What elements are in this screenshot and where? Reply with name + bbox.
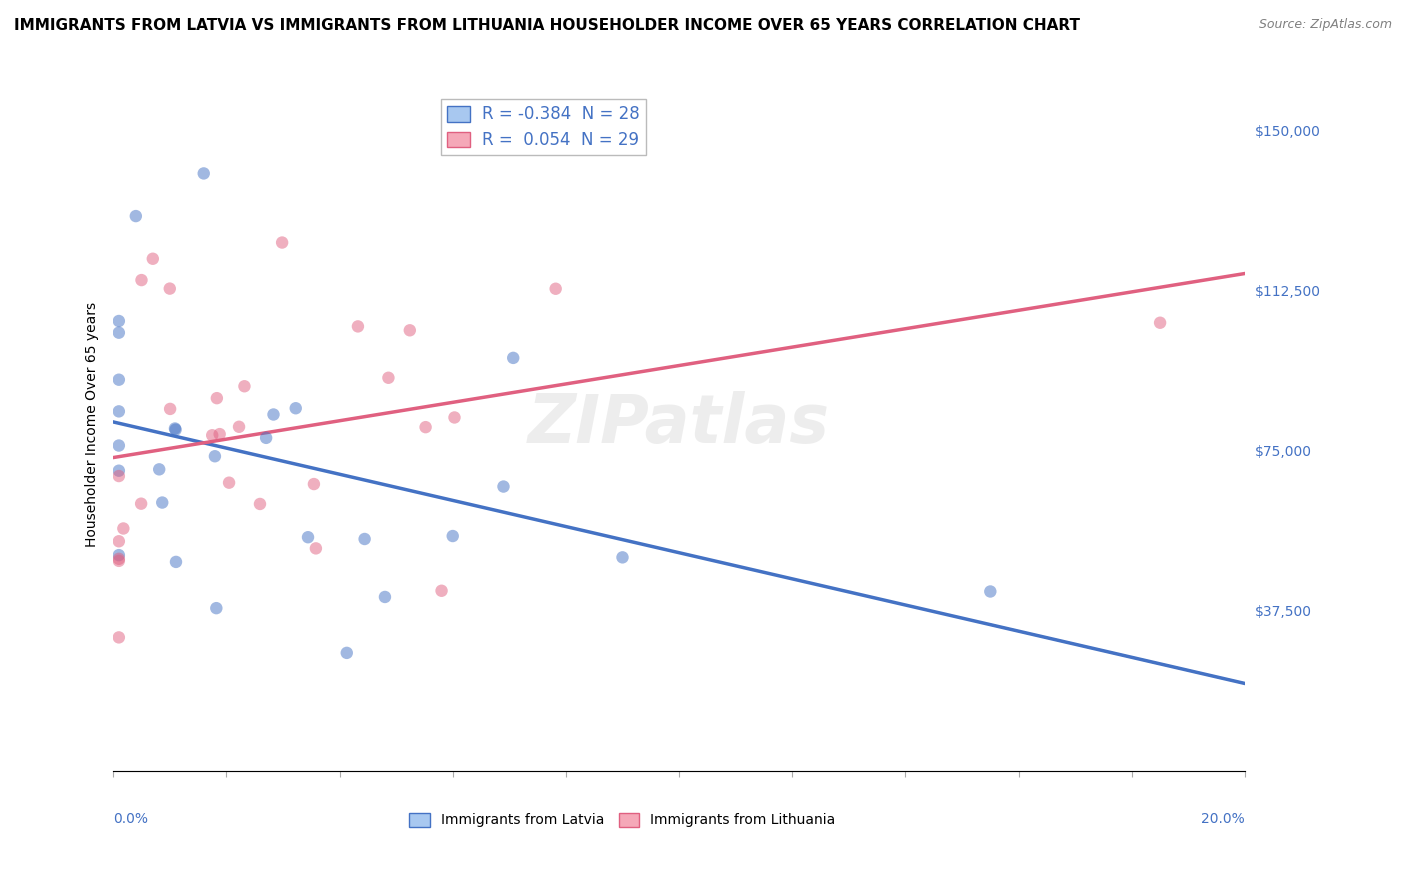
Point — [254, 431, 277, 445]
Point — [1149, 316, 1171, 330]
Point — [108, 373, 131, 387]
Text: 20.0%: 20.0% — [1201, 813, 1244, 826]
Point — [193, 166, 215, 180]
Point — [108, 326, 131, 340]
Point — [159, 401, 181, 416]
Point — [165, 555, 187, 569]
Point — [165, 423, 187, 437]
Point — [112, 521, 135, 535]
Text: Source: ZipAtlas.com: Source: ZipAtlas.com — [1258, 18, 1392, 31]
Point — [353, 532, 375, 546]
Point — [305, 541, 328, 556]
Point — [159, 282, 181, 296]
Point — [108, 404, 131, 418]
Point — [108, 534, 131, 549]
Point — [108, 464, 131, 478]
Point — [150, 495, 173, 509]
Point — [201, 428, 224, 442]
Point — [284, 401, 307, 416]
Point — [205, 391, 228, 405]
Point — [218, 475, 240, 490]
Point — [204, 449, 226, 463]
Point — [398, 323, 420, 337]
Text: 0.0%: 0.0% — [114, 813, 148, 826]
Point — [502, 351, 524, 365]
Point — [263, 408, 285, 422]
Legend: Immigrants from Latvia, Immigrants from Lithuania: Immigrants from Latvia, Immigrants from … — [404, 807, 841, 833]
Point — [208, 427, 231, 442]
Point — [297, 530, 319, 544]
Point — [148, 462, 170, 476]
Point — [377, 371, 399, 385]
Text: ZIPatlas: ZIPatlas — [529, 391, 830, 457]
Point — [430, 583, 453, 598]
Text: IMMIGRANTS FROM LATVIA VS IMMIGRANTS FROM LITHUANIA HOUSEHOLDER INCOME OVER 65 Y: IMMIGRANTS FROM LATVIA VS IMMIGRANTS FRO… — [14, 18, 1080, 33]
Point — [443, 410, 465, 425]
Point — [163, 421, 186, 435]
Point — [108, 551, 131, 566]
Point — [108, 314, 131, 328]
Point — [142, 252, 165, 266]
Point — [441, 529, 464, 543]
Point — [492, 479, 515, 493]
Point — [108, 469, 131, 483]
Point — [108, 631, 131, 645]
Point — [129, 497, 152, 511]
Point — [271, 235, 294, 250]
Point — [125, 209, 148, 223]
Point — [131, 273, 153, 287]
Point — [108, 548, 131, 562]
Point — [979, 584, 1001, 599]
Point — [374, 590, 396, 604]
Point — [302, 477, 325, 491]
Point — [249, 497, 271, 511]
Point — [205, 601, 228, 615]
Point — [233, 379, 256, 393]
Y-axis label: Householder Income Over 65 years: Householder Income Over 65 years — [86, 301, 100, 547]
Point — [108, 554, 131, 568]
Point — [415, 420, 437, 434]
Point — [108, 438, 131, 452]
Point — [612, 550, 634, 565]
Point — [347, 319, 370, 334]
Point — [336, 646, 359, 660]
Point — [544, 282, 567, 296]
Point — [228, 419, 250, 434]
